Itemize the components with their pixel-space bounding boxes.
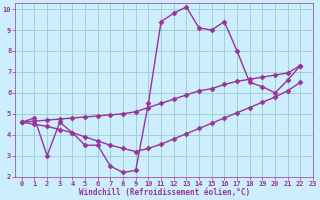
X-axis label: Windchill (Refroidissement éolien,°C): Windchill (Refroidissement éolien,°C) (79, 188, 250, 197)
